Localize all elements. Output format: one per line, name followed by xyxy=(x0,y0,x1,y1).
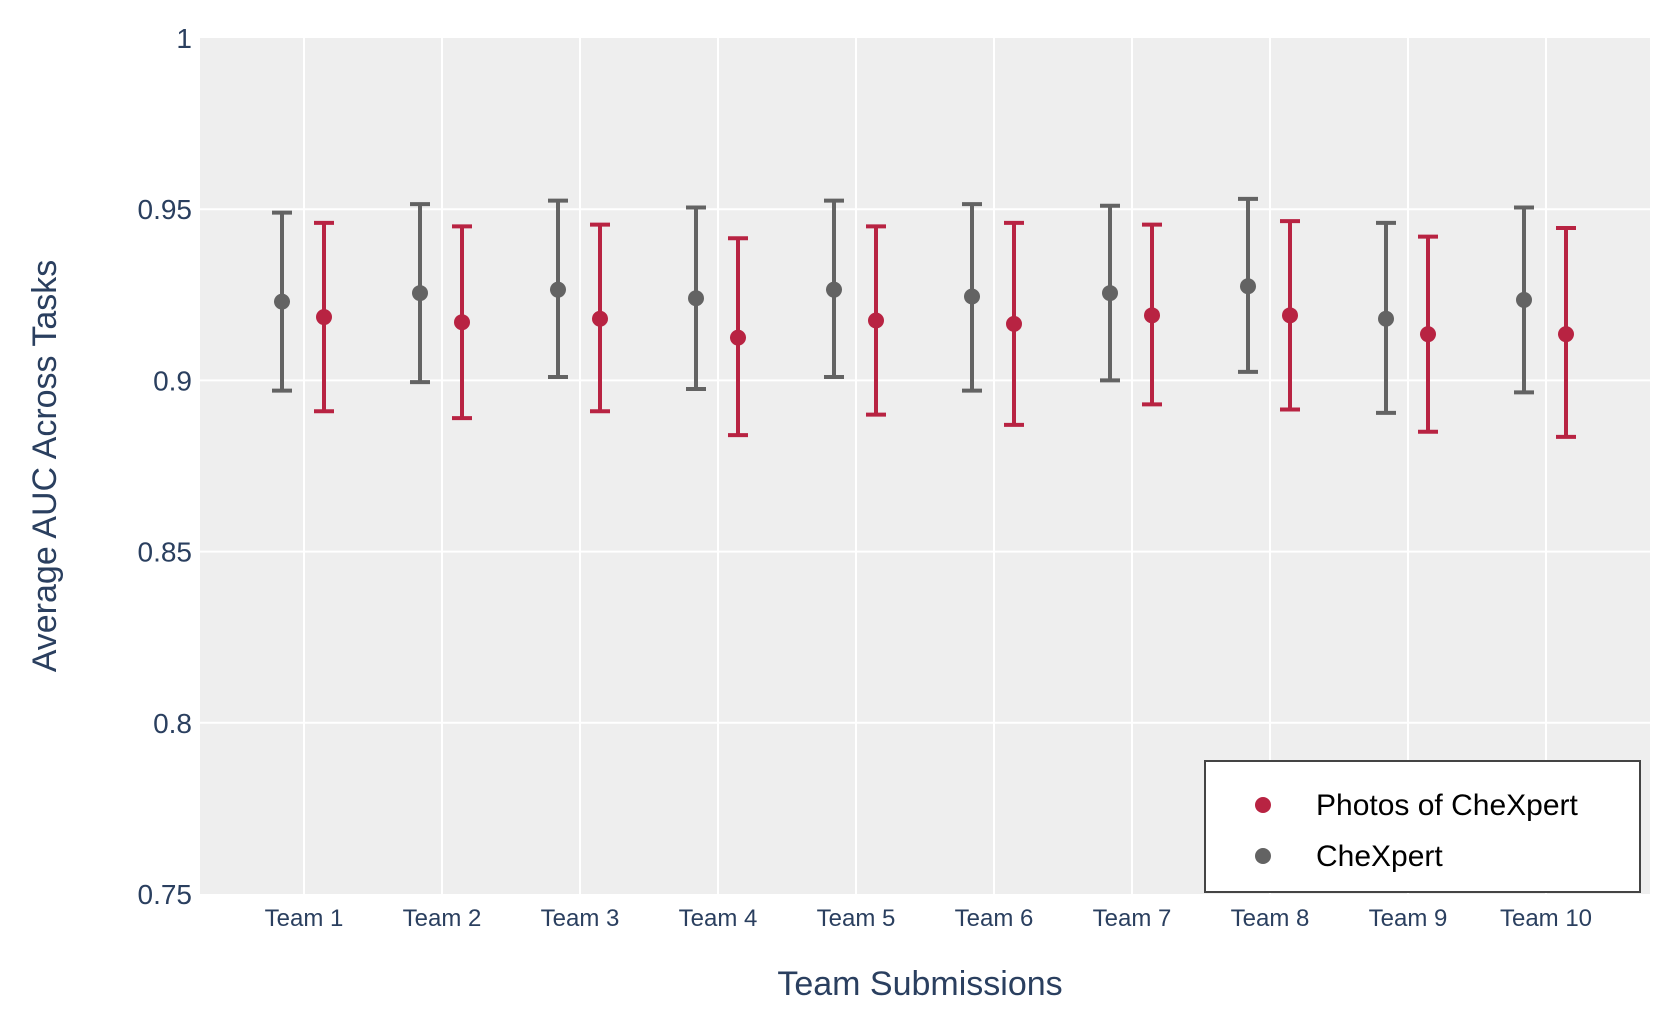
data-point xyxy=(592,310,608,327)
series-photos-of-chexpert xyxy=(314,219,1576,439)
y-tick-label: 0.95 xyxy=(138,194,193,225)
legend-box xyxy=(1204,760,1641,893)
x-tick-label: Team 8 xyxy=(1231,905,1310,932)
data-series xyxy=(272,196,1576,439)
y-tick-label: 0.75 xyxy=(138,879,193,910)
y-tick-label: 0.9 xyxy=(153,365,192,396)
legend-items: Photos of CheXpert CheXpert xyxy=(1255,789,1578,873)
data-point xyxy=(688,290,704,307)
x-tick-labels: Team 1 Team 2 Team 3 Team 4 Team 5 Team 6 Team… xyxy=(265,905,1592,932)
x-axis-title: Team Submissions xyxy=(777,965,1062,1003)
data-point xyxy=(1102,285,1118,302)
series-chexpert xyxy=(272,196,1534,415)
x-tick-label: Team 4 xyxy=(679,905,758,932)
x-tick-label: Team 7 xyxy=(1093,905,1172,932)
legend: Photos of CheXpert CheXpert xyxy=(1204,760,1641,893)
legend-label: Photos of CheXpert xyxy=(1316,789,1578,822)
y-tick-labels: 0.75 0.8 0.85 0.9 0.95 1 xyxy=(138,23,193,910)
grid-lines xyxy=(200,38,1650,894)
data-point xyxy=(964,288,980,305)
data-point xyxy=(1378,310,1394,327)
data-point xyxy=(868,312,884,329)
data-point xyxy=(1006,315,1022,332)
data-point xyxy=(826,281,842,298)
data-point xyxy=(1240,278,1256,295)
data-point xyxy=(1420,326,1436,343)
data-point xyxy=(274,293,290,310)
x-tick-label: Team 6 xyxy=(955,905,1034,932)
y-tick-label: 0.85 xyxy=(138,537,193,568)
x-tick-label: Team 2 xyxy=(403,905,482,932)
y-tick-label: 0.8 xyxy=(153,708,192,739)
data-point xyxy=(412,285,428,302)
legend-marker xyxy=(1255,848,1271,864)
data-point xyxy=(1558,326,1574,343)
legend-marker xyxy=(1255,797,1271,813)
y-axis-title: Average AUC Across Tasks xyxy=(26,260,64,673)
x-tick-label: Team 3 xyxy=(541,905,620,932)
data-point xyxy=(316,309,332,326)
data-point xyxy=(1144,307,1160,324)
data-point xyxy=(454,314,470,331)
x-tick-label: Team 5 xyxy=(817,905,896,932)
y-tick-label: 1 xyxy=(176,23,192,54)
data-point xyxy=(730,329,746,346)
data-point xyxy=(1282,307,1298,324)
data-point xyxy=(550,281,566,298)
x-tick-label: Team 9 xyxy=(1369,905,1448,932)
legend-label: CheXpert xyxy=(1316,840,1443,873)
data-point xyxy=(1516,291,1532,308)
x-tick-label: Team 1 xyxy=(265,905,344,932)
x-tick-label: Team 10 xyxy=(1500,905,1592,932)
